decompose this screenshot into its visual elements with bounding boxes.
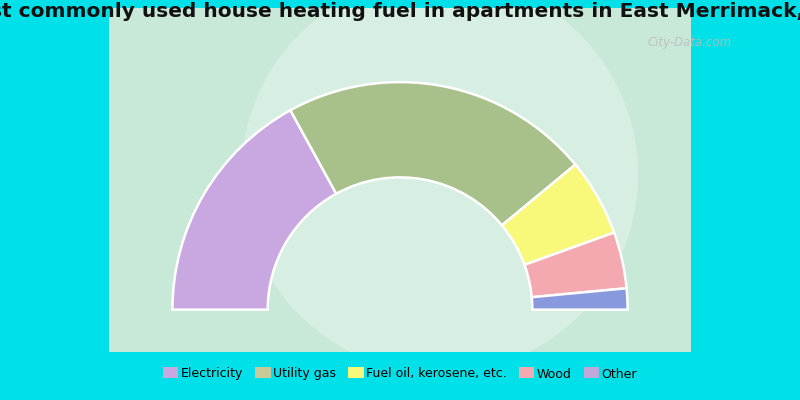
Circle shape <box>242 0 638 373</box>
Wedge shape <box>525 232 626 297</box>
Wedge shape <box>532 288 627 310</box>
Text: Most commonly used house heating fuel in apartments in East Merrimack, NH: Most commonly used house heating fuel in… <box>0 2 800 21</box>
Text: City-Data.com: City-Data.com <box>648 36 732 48</box>
Wedge shape <box>502 165 614 265</box>
Wedge shape <box>173 110 336 310</box>
Wedge shape <box>290 82 575 225</box>
Polygon shape <box>109 8 691 352</box>
Legend: Electricity, Utility gas, Fuel oil, kerosene, etc., Wood, Other: Electricity, Utility gas, Fuel oil, kero… <box>163 368 637 380</box>
